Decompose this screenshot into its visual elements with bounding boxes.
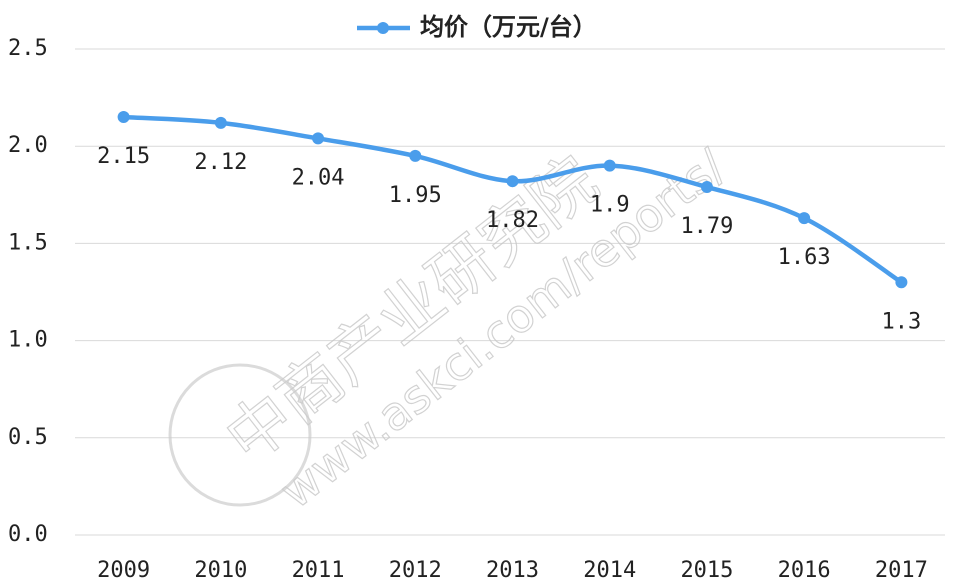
y-tick-label: 1.5	[8, 230, 48, 255]
watermark-logo	[168, 363, 312, 507]
data-label: 2.12	[194, 150, 247, 175]
data-point	[214, 116, 227, 129]
data-label: 2.04	[292, 165, 345, 190]
y-tick-label: 2.0	[8, 133, 48, 158]
x-tick-label: 2017	[875, 558, 928, 583]
data-label: 1.63	[778, 245, 831, 270]
data-point	[895, 276, 908, 289]
data-label: 1.79	[680, 214, 733, 239]
data-point	[312, 132, 325, 145]
x-tick-label: 2009	[97, 558, 150, 583]
legend-label: 均价（万元/台）	[420, 13, 597, 41]
x-tick-label: 2011	[292, 558, 345, 583]
x-tick-label: 2010	[194, 558, 247, 583]
x-tick-label: 2013	[486, 558, 539, 583]
data-label: 1.95	[389, 183, 442, 208]
data-label: 1.9	[590, 193, 630, 218]
y-tick-label: 0.0	[8, 522, 48, 547]
data-label: 1.82	[486, 208, 539, 233]
data-label: 1.3	[882, 309, 922, 334]
y-tick-label: 0.5	[8, 425, 48, 450]
data-point	[409, 149, 422, 162]
data-point	[603, 159, 616, 172]
data-point	[798, 212, 811, 225]
x-tick-label: 2016	[778, 558, 831, 583]
x-tick-label: 2012	[389, 558, 442, 583]
data-point	[506, 175, 519, 188]
legend-marker	[377, 22, 389, 34]
data-label: 2.15	[97, 144, 150, 169]
y-tick-label: 2.5	[8, 36, 48, 61]
data-point	[117, 111, 130, 124]
data-point	[700, 181, 713, 194]
y-tick-label: 1.0	[8, 328, 48, 353]
x-tick-label: 2014	[583, 558, 636, 583]
x-tick-label: 2015	[680, 558, 733, 583]
